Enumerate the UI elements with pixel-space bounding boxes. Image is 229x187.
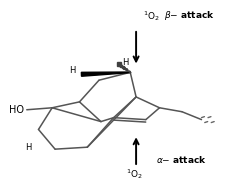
Text: H: H	[69, 66, 76, 75]
Text: $\beta$$-$ attack: $\beta$$-$ attack	[164, 9, 215, 22]
Text: $^1$O$_2$: $^1$O$_2$	[143, 9, 160, 23]
Text: $\alpha$$-$ attack: $\alpha$$-$ attack	[156, 154, 207, 165]
Text: HO: HO	[9, 105, 24, 115]
Text: H: H	[122, 58, 128, 67]
Text: H: H	[25, 143, 32, 152]
Polygon shape	[81, 72, 130, 76]
Text: $^1$O$_2$: $^1$O$_2$	[126, 167, 143, 181]
